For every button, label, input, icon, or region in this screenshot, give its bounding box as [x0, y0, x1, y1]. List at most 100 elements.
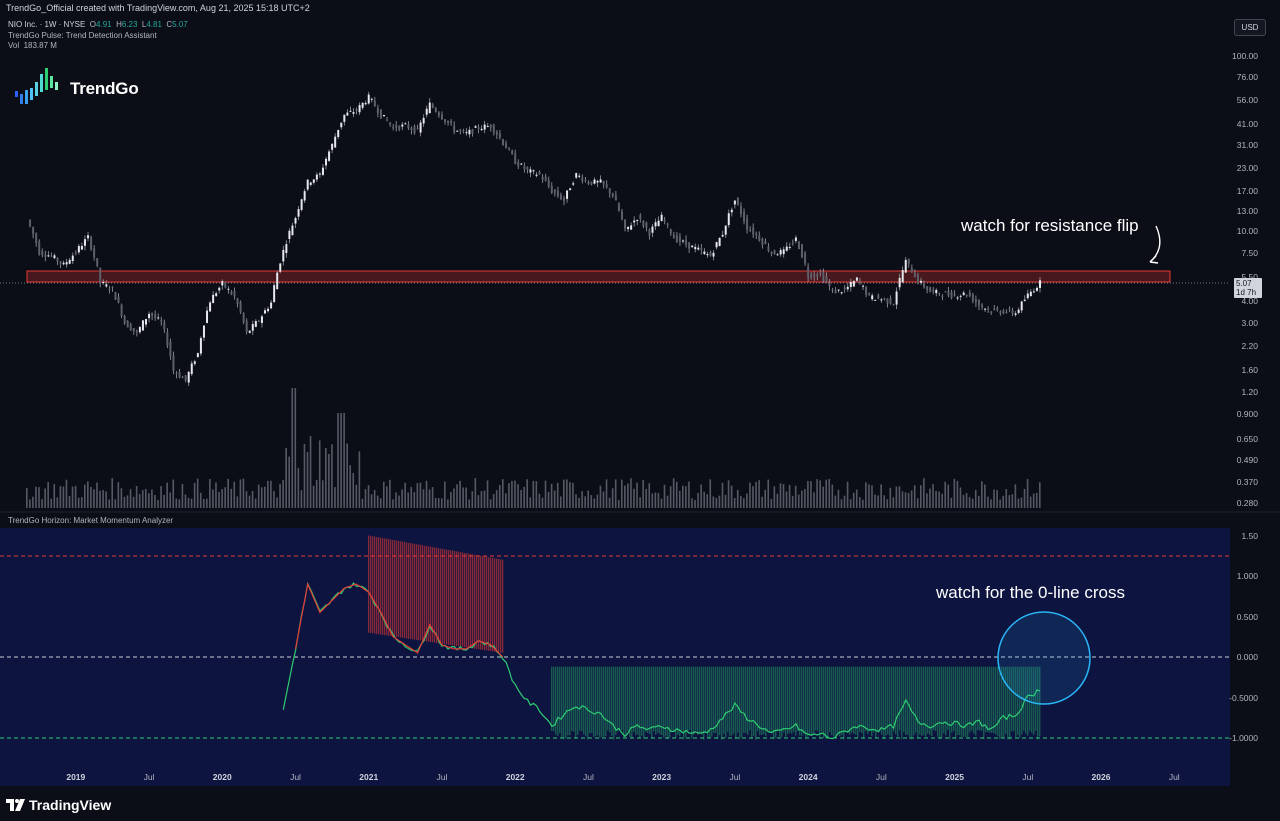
volume-bar	[697, 493, 699, 508]
volume-bar	[602, 491, 605, 508]
candle-body	[987, 308, 990, 310]
candle-body	[117, 296, 120, 303]
volume-legend-row[interactable]: Vol 183.87 M	[8, 41, 188, 52]
candle-body	[111, 287, 114, 289]
volume-bar	[114, 499, 117, 508]
symbol-row[interactable]: NIO Inc. · 1W · NYSE O4.91 H6.23 L4.81 C…	[8, 20, 188, 31]
currency-button[interactable]: USD	[1234, 19, 1266, 36]
chart-legend: NIO Inc. · 1W · NYSE O4.91 H6.23 L4.81 C…	[8, 20, 188, 52]
volume-bar	[776, 493, 779, 508]
price-axis-tick: 0.650	[1236, 433, 1258, 444]
resistance-zone	[26, 270, 1171, 283]
volume-bar	[932, 484, 934, 508]
candle-body	[392, 127, 395, 129]
candle-body	[328, 151, 331, 161]
candle-body	[1005, 311, 1008, 313]
volume-bar	[746, 493, 748, 508]
volume-bar	[428, 489, 431, 508]
volume-bar	[505, 493, 507, 508]
candle-body	[624, 219, 627, 229]
volume-bar	[532, 480, 535, 508]
candle-body	[498, 133, 501, 138]
candle-body	[660, 214, 663, 222]
indicator-legend-row[interactable]: TrendGo Pulse: Trend Detection Assistant	[8, 30, 157, 40]
volume-bar	[538, 493, 541, 508]
volume-bar	[556, 482, 559, 508]
volume-bar	[440, 498, 443, 508]
candle-body	[563, 197, 566, 201]
volume-bar	[1032, 493, 1035, 508]
volume-bar	[154, 494, 156, 508]
volume-bar	[178, 499, 181, 508]
candle-body	[871, 295, 874, 300]
candle-body	[65, 262, 68, 265]
volume-bar	[456, 484, 458, 508]
volume-bar	[517, 484, 519, 508]
volume-bar	[852, 492, 855, 508]
candle-body	[938, 293, 941, 295]
candle-body	[239, 301, 242, 313]
candle-body	[233, 291, 236, 297]
volume-bar	[944, 481, 947, 508]
volume-bar	[410, 486, 413, 508]
candle-body	[825, 276, 828, 283]
volume-bar	[666, 495, 669, 508]
indicator-title[interactable]: TrendGo Horizon: Market Momentum Analyze…	[8, 516, 174, 525]
candle-body	[80, 245, 83, 250]
candle-body	[422, 117, 425, 124]
time-axis-tick: Jul	[143, 772, 155, 782]
price-axis-tick: 23.00	[1236, 162, 1258, 173]
volume-bar	[239, 479, 242, 508]
candle-body	[910, 267, 913, 273]
time-axis-tick: Jul	[436, 772, 448, 782]
candle-body	[620, 211, 623, 220]
volume-bar	[129, 489, 132, 508]
bar-countdown: 1d 7h	[1236, 288, 1257, 297]
indicator-axis-tick: 0.000	[1236, 652, 1258, 662]
volume-bar	[172, 479, 175, 508]
candle-body	[486, 125, 489, 127]
candle-body	[309, 182, 312, 185]
candle-body	[321, 167, 324, 175]
volume-bar	[605, 479, 608, 508]
candle-body	[523, 166, 526, 170]
candle-body	[77, 246, 80, 253]
indicator-axis-tick: -1.0000	[1229, 733, 1258, 743]
candle-body	[453, 125, 456, 132]
candle-body	[566, 190, 569, 199]
volume-bar	[709, 479, 712, 508]
candle-body	[334, 136, 337, 148]
candle-body	[462, 130, 465, 132]
candle-body	[678, 236, 681, 242]
volume-bar	[794, 485, 797, 508]
candle-body	[401, 124, 404, 127]
volume-bar	[801, 490, 803, 508]
candle-body	[831, 289, 834, 291]
candle-body	[196, 353, 199, 358]
last-price-badge: 5.07 1d 7h	[1234, 278, 1262, 298]
volume-bar	[898, 486, 901, 508]
volume-bar	[300, 490, 303, 508]
candle-body	[953, 293, 956, 296]
candle-body	[544, 176, 547, 181]
candle-body	[611, 193, 614, 197]
candle-body	[880, 299, 883, 301]
volume-bar	[492, 494, 495, 508]
candle-body	[135, 330, 138, 333]
candle-body	[227, 288, 230, 290]
tradingview-logo-icon[interactable]	[6, 798, 26, 817]
volume-bar	[596, 494, 599, 508]
candle-body	[154, 314, 157, 318]
volume-bar	[459, 480, 461, 508]
candle-body	[996, 308, 999, 311]
candle-body	[801, 244, 804, 258]
candle-body	[492, 124, 495, 133]
indicator-axis-tick: 0.500	[1236, 611, 1258, 622]
candle-body	[361, 102, 364, 108]
candle-body	[663, 220, 666, 222]
candle-body	[501, 139, 504, 145]
volume-bar	[123, 496, 126, 508]
tradingview-brand[interactable]: TradingView	[29, 797, 112, 813]
volume-bar	[566, 479, 568, 508]
